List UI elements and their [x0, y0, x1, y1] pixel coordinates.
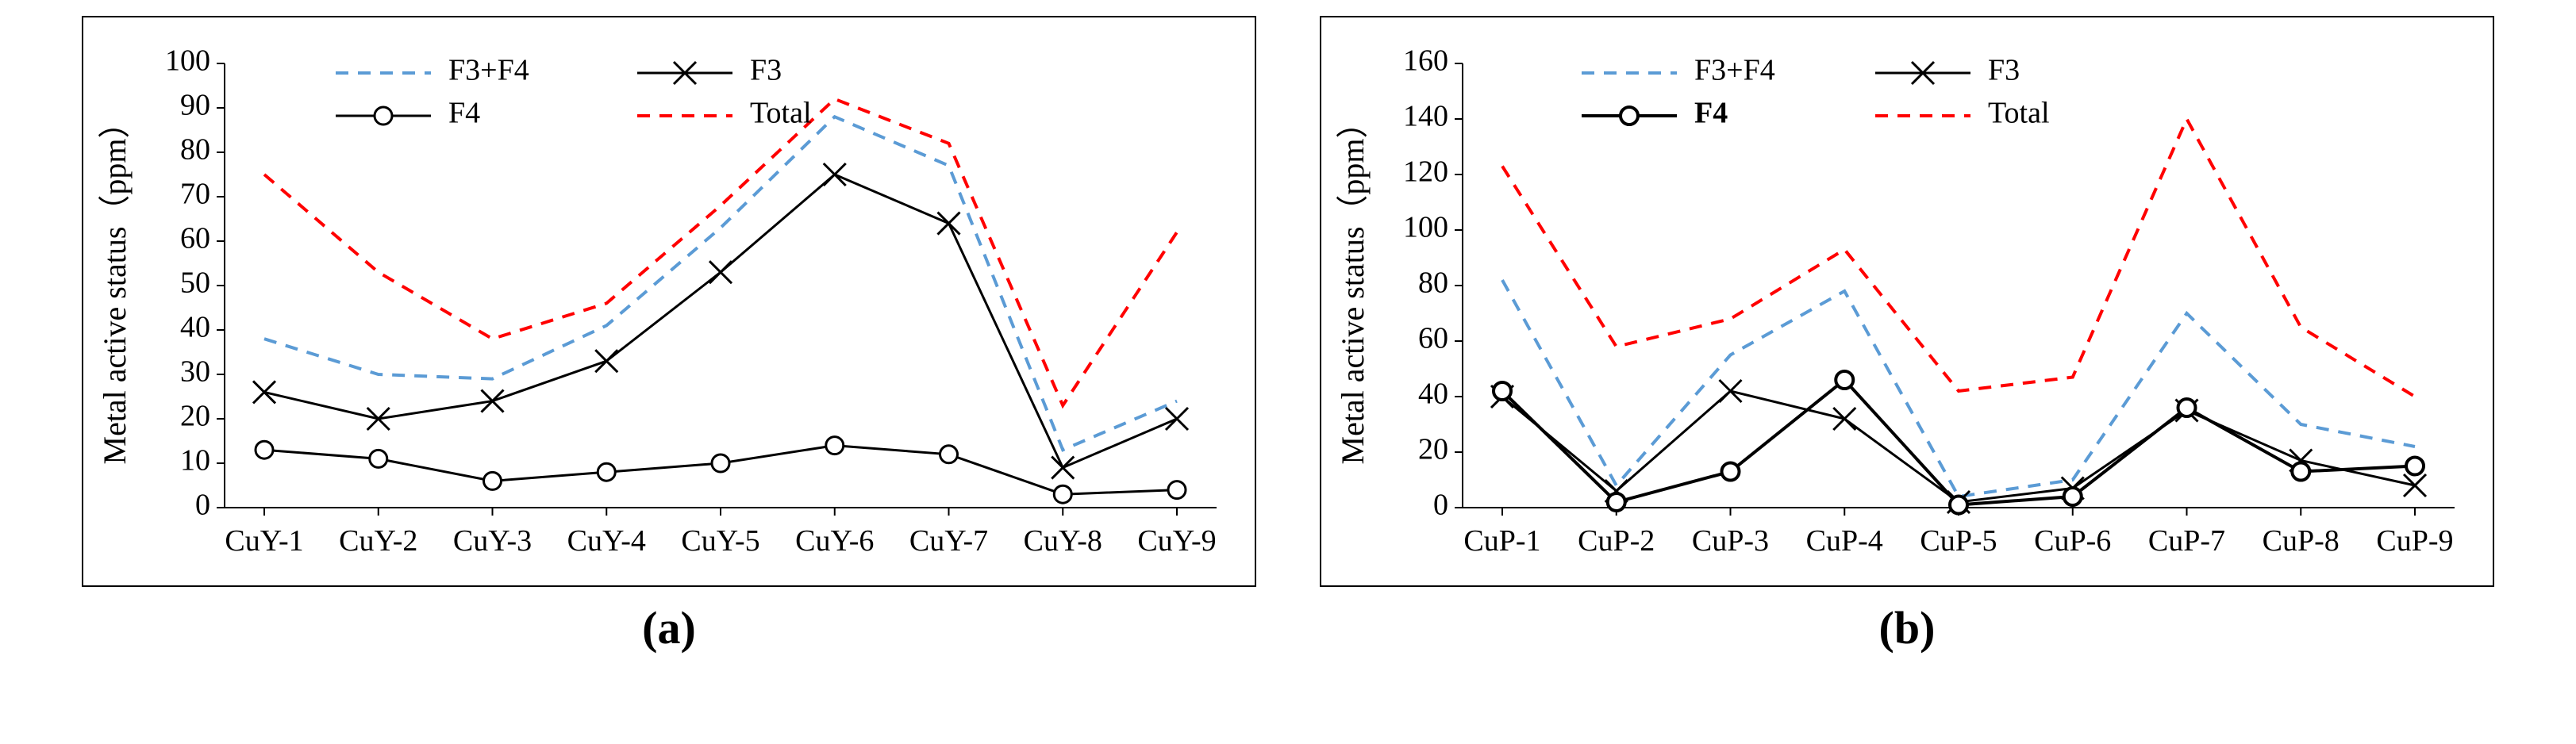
figure-container: 0 10 20 30 40 50 60 70 80 90 100 CuY-1 CuY-2 CuY-3 CuY…	[0, 0, 2576, 662]
marker-circle-icon	[1722, 463, 1740, 481]
series-total	[1502, 119, 2415, 397]
xtick-label: CuP-2	[1578, 524, 1655, 558]
marker-x-icon	[1833, 408, 1855, 430]
marker-x-icon	[2404, 474, 2426, 497]
xtick-label: CuY-1	[225, 524, 303, 558]
xtick-label: CuP-9	[2376, 524, 2453, 558]
panel-a-caption: (a)	[642, 601, 696, 654]
ytick-label: 80	[180, 133, 210, 167]
xtick-label: CuP-7	[2148, 524, 2225, 558]
xtick-label: CuP-5	[1920, 524, 1997, 558]
xtick-label: CuY-3	[453, 524, 532, 558]
marker-circle-icon	[370, 450, 387, 467]
ytick-label: 160	[1403, 44, 1448, 78]
series-f4	[1502, 380, 2415, 505]
marker-circle-icon	[2064, 488, 2082, 505]
legend-label-f3: F3	[750, 54, 782, 87]
xtick-label: CuY-2	[339, 524, 417, 558]
panel-a: 0 10 20 30 40 50 60 70 80 90 100 CuY-1 CuY-2 CuY-3 CuY…	[82, 16, 1256, 654]
ytick-label: 120	[1403, 155, 1448, 189]
marker-circle-icon	[1168, 481, 1186, 499]
xtick-label: CuY-6	[795, 524, 874, 558]
ytick-label: 10	[180, 444, 210, 477]
xtick-label: CuP-3	[1692, 524, 1769, 558]
series-f3f4	[1502, 280, 2415, 497]
series-f3	[264, 174, 1177, 468]
xtick-label: CuY-7	[909, 524, 988, 558]
xtick-label: CuY-4	[567, 524, 646, 558]
ytick-label: 60	[1418, 322, 1448, 355]
legend-label-f4: F4	[448, 97, 480, 130]
marker-circle-icon	[1054, 485, 1071, 503]
marker-circle-icon	[598, 463, 615, 481]
marker-circle-icon	[1836, 371, 1853, 389]
marker-x-icon	[824, 163, 846, 186]
marker-x-icon	[253, 381, 275, 403]
ytick-label: 40	[180, 311, 210, 344]
panel-b: 0 20 40 60 80 100 120 140 160 CuP-1 CuP-2 CuP-3 CuP-…	[1320, 16, 2494, 654]
marker-circle-icon	[484, 472, 502, 489]
marker-x-icon	[367, 408, 390, 430]
series-f3f4	[264, 117, 1177, 450]
legend-label-total: Total	[1988, 97, 2050, 130]
marker-x-icon	[938, 213, 960, 235]
marker-circle-icon	[256, 441, 273, 458]
series-total	[264, 99, 1177, 405]
marker-circle-icon	[2292, 463, 2309, 481]
series-f3	[1502, 391, 2415, 502]
marker-circle-icon	[1494, 382, 1511, 400]
legend-label-f4: F4	[1694, 97, 1728, 130]
xtick-label: CuP-6	[2034, 524, 2111, 558]
marker-circle-icon	[2406, 458, 2424, 475]
ytick-label: 0	[195, 489, 210, 522]
chart-a: 0 10 20 30 40 50 60 70 80 90 100 CuY-1 CuY-2 CuY-3 CuY…	[82, 16, 1256, 587]
legend-label-total: Total	[750, 97, 812, 130]
ytick-label: 140	[1403, 100, 1448, 133]
xtick-label: CuP-4	[1806, 524, 1883, 558]
ytick-label: 80	[1418, 267, 1448, 300]
marker-circle-icon	[1608, 493, 1625, 511]
xtick-label: CuY-5	[681, 524, 759, 558]
marker-x-icon	[1166, 408, 1188, 430]
marker-circle-icon	[1950, 497, 1967, 514]
panel-a-svg-slot: 0 10 20 30 40 50 60 70 80 90 100 CuY-1 CuY-2 CuY-3 CuY…	[82, 16, 1256, 587]
xtick-label: CuP-1	[1463, 524, 1540, 558]
xtick-label: CuY-8	[1024, 524, 1102, 558]
ytick-label: 20	[180, 400, 210, 433]
panel-b-svg-slot: 0 20 40 60 80 100 120 140 160 CuP-1 CuP-2 CuP-3 CuP-…	[1320, 16, 2494, 587]
y-axis-label: Metal active status（ppm）	[1335, 106, 1371, 464]
ytick-label: 20	[1418, 433, 1448, 466]
legend-label-f3: F3	[1988, 54, 2020, 87]
marker-circle-icon	[2178, 399, 2196, 416]
y-axis-label: Metal active status（ppm）	[97, 106, 133, 464]
legend-label-f3f4: F3+F4	[448, 54, 529, 87]
ytick-label: 30	[180, 355, 210, 389]
marker-circle-icon	[940, 446, 958, 463]
marker-circle-icon	[826, 437, 844, 454]
ytick-label: 40	[1418, 378, 1448, 411]
xtick-label: CuY-9	[1137, 524, 1216, 558]
ytick-label: 60	[180, 222, 210, 255]
ytick-label: 50	[180, 267, 210, 300]
ytick-label: 0	[1433, 489, 1448, 522]
legend-label-f3f4: F3+F4	[1694, 54, 1775, 87]
ytick-label: 100	[165, 44, 210, 78]
ytick-label: 100	[1403, 211, 1448, 244]
marker-x-icon	[595, 350, 617, 372]
marker-x-icon	[1052, 457, 1074, 479]
xtick-label: CuP-8	[2263, 524, 2340, 558]
ytick-label: 90	[180, 89, 210, 122]
ytick-label: 70	[180, 178, 210, 211]
marker-x-icon	[482, 390, 504, 412]
panel-b-caption: (b)	[1879, 601, 1936, 654]
marker-circle-icon	[712, 454, 729, 472]
marker-x-icon	[709, 261, 732, 283]
chart-b: 0 20 40 60 80 100 120 140 160 CuP-1 CuP-2 CuP-3 CuP-…	[1320, 16, 2494, 587]
marker-x-icon	[1720, 380, 1742, 402]
